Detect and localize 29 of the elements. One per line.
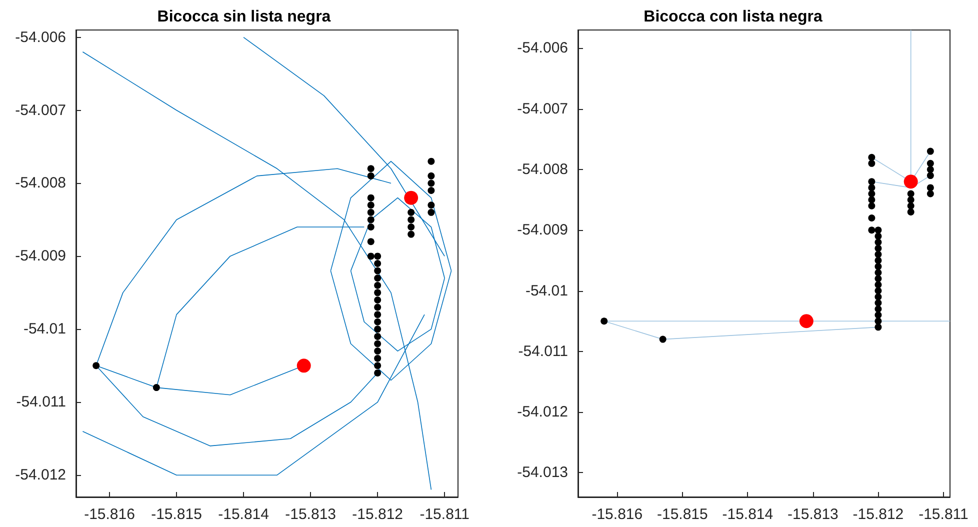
y-tick-label: -54.01 (525, 282, 568, 300)
y-tick-label: -54.006 (15, 28, 66, 46)
x-tick-label: -15.815 (656, 506, 708, 523)
x-tick-label: -15.816 (592, 506, 643, 523)
x-tick-label: -15.815 (151, 506, 202, 523)
y-tick-label: -54.009 (15, 248, 66, 265)
y-tick-label: -54.011 (16, 394, 66, 411)
x-tick-label: -15.812 (352, 506, 404, 523)
y-tick-label: -54.011 (518, 342, 568, 360)
x-tick-label: -15.811 (420, 506, 470, 523)
x-tick-label: -15.813 (285, 506, 336, 523)
y-tick-label: -54.006 (517, 40, 568, 57)
y-tick-label: -54.008 (15, 174, 66, 192)
y-tick-label: -54.01 (23, 320, 66, 338)
chart-title: Bicocca con lista negra (644, 8, 822, 26)
x-tick-label: -15.813 (788, 506, 838, 523)
x-tick-label: -15.816 (84, 506, 135, 523)
y-tick-label: -54.007 (517, 100, 568, 118)
y-tick-label: -54.012 (15, 466, 66, 484)
y-tick-label: -54.007 (15, 102, 66, 119)
x-tick-label: -15.814 (218, 506, 269, 523)
y-tick-label: -54.012 (517, 404, 568, 421)
x-tick-label: -15.811 (918, 506, 968, 523)
y-tick-label: -54.008 (517, 160, 568, 178)
x-tick-label: -15.812 (852, 506, 904, 523)
y-tick-label: -54.009 (517, 222, 568, 239)
x-tick-label: -15.814 (722, 506, 774, 523)
chart-title: Bicocca sin lista negra (157, 8, 331, 26)
y-tick-label: -54.013 (517, 464, 568, 482)
